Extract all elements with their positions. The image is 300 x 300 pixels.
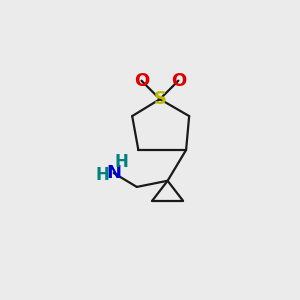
Text: S: S (153, 90, 167, 108)
Text: O: O (134, 72, 149, 90)
Text: N: N (106, 164, 121, 182)
Text: H: H (115, 153, 128, 171)
Text: H: H (96, 166, 110, 184)
Text: O: O (171, 72, 186, 90)
